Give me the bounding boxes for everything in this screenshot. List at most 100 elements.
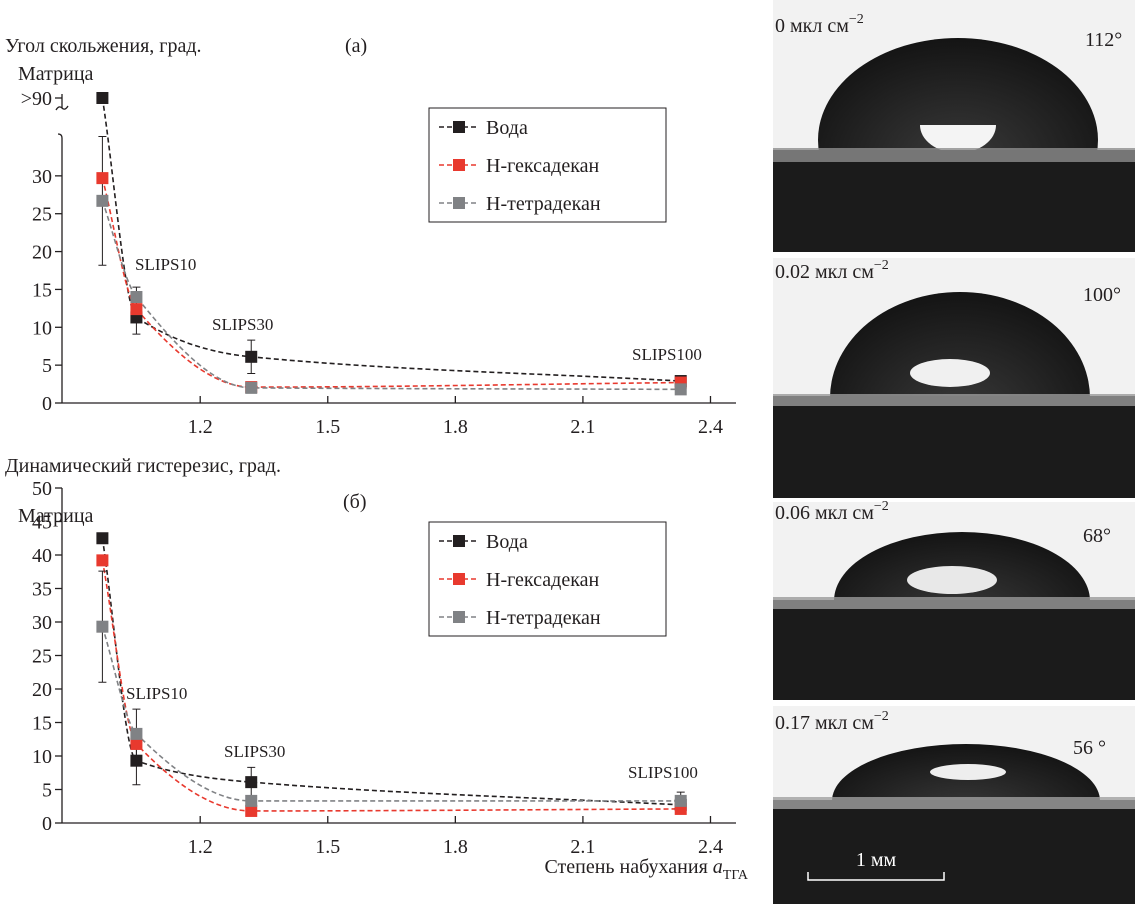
photo-label: 0.02 мкл см−2 [775,258,889,283]
x-tick-label: 1.5 [315,836,340,858]
y-tick-label: 10 [32,317,52,339]
legend-box [428,521,667,637]
reflection [930,764,1006,780]
legend-label: H-тетрадекан [486,607,601,629]
marker [96,620,109,633]
exponent: −2 [849,12,864,27]
x-tick-label: 2.4 [698,836,723,858]
legend-label: H-тетрадекан [486,193,601,215]
y-tick-label: 15 [32,279,52,301]
y-tick-label: 5 [42,780,52,802]
marker [96,194,109,207]
marker [96,92,109,104]
y-tick-label: 50 [32,478,52,500]
series-line [101,200,681,391]
photo-label: 0 мкл см−2 [775,12,864,37]
marker [130,291,143,303]
y-tick-label: 5 [42,355,52,377]
legend-label: Вода [486,531,528,553]
y-tick-label: 25 [32,204,52,226]
marker [130,737,143,750]
photo-panels: 1 мм 0 мкл см−2 112° 0.02 мкл см−2 100° … [773,0,1135,904]
annotation: SLIPS100 [628,763,698,782]
legend-label: H-гексадекан [486,569,599,591]
series-line [101,97,681,382]
droplet [818,38,1098,155]
scale-bar [807,872,945,881]
substrate [773,800,1135,904]
y-tick-label: 0 [42,393,52,415]
exponent: −2 [874,258,889,273]
y-tick-label: >90 [21,88,52,110]
exponent: −2 [874,499,889,514]
series-line [101,560,681,812]
scale-bar-label: 1 мм [856,849,897,871]
y-tick-label: 25 [32,646,52,668]
annotation: Матрица [18,63,94,85]
x-tick-label: 2.1 [570,836,595,858]
x-tick-label: 1.2 [188,836,213,858]
x-axis-title-text: Степень набухания [544,856,712,878]
marker [674,794,687,807]
substrate [773,600,1135,700]
reflection [920,125,996,153]
x-tick-label: 2.1 [570,416,595,438]
legend-marker [453,573,465,585]
y-tick-label: 35 [32,579,52,601]
marker [245,381,258,394]
legend-marker [453,159,465,171]
marker [96,554,109,567]
axis-break [55,105,69,111]
marker [130,727,143,740]
substrate [773,150,1135,252]
marker [96,532,109,545]
contact-angle: 100° [1083,284,1121,306]
y-tick-label: 30 [32,612,52,634]
y-tick-label: 40 [32,545,52,567]
dose: 0.17 мкл см [775,712,874,734]
photo-label: 0.17 мкл см−2 [775,709,889,734]
y-tick-label: 20 [32,679,52,701]
marker [245,776,258,789]
panel-label: (б) [343,491,367,513]
dose: 0.06 мкл см [775,502,874,524]
photo-label: 0.06 мкл см−2 [775,499,889,524]
x-axis-title: Степень набухания aТГА [544,856,748,883]
series-line [101,626,681,802]
interface [773,597,1135,609]
dose: 0.02 мкл см [775,261,874,283]
contact-angle: 112° [1085,29,1122,51]
annotation: SLIPS10 [135,255,196,274]
marker [245,794,258,807]
marker [96,172,109,185]
annotation: Матрица [18,505,94,527]
annotation: SLIPS30 [224,742,285,761]
x-tick-label: 1.8 [443,836,468,858]
x-axis-subscript: ТГА [723,868,749,883]
exponent: −2 [874,709,889,724]
legend-label: Вода [486,117,528,139]
y-tick-label: 30 [32,166,52,188]
legend-marker [453,535,465,547]
marker [130,303,143,316]
x-tick-label: 1.8 [443,416,468,438]
annotation: SLIPS30 [212,315,273,334]
x-tick-label: 1.2 [188,416,213,438]
annotation: SLIPS100 [632,345,702,364]
substrate [773,396,1135,498]
reflection [910,359,990,387]
marker [245,804,258,817]
y-tick-label: 20 [32,242,52,264]
y-tick-label: 10 [32,746,52,768]
contact-angle: 68° [1083,525,1111,547]
interface [773,148,1135,162]
interface [773,394,1135,406]
annotation: SLIPS10 [126,684,187,703]
y-tick-label: 0 [42,813,52,835]
y-tick-label: 45 [32,512,52,534]
x-tick-label: 1.5 [315,416,340,438]
x-tick-label: 2.4 [698,416,723,438]
contact-angle: 56 ° [1073,737,1106,759]
interface [773,797,1135,809]
